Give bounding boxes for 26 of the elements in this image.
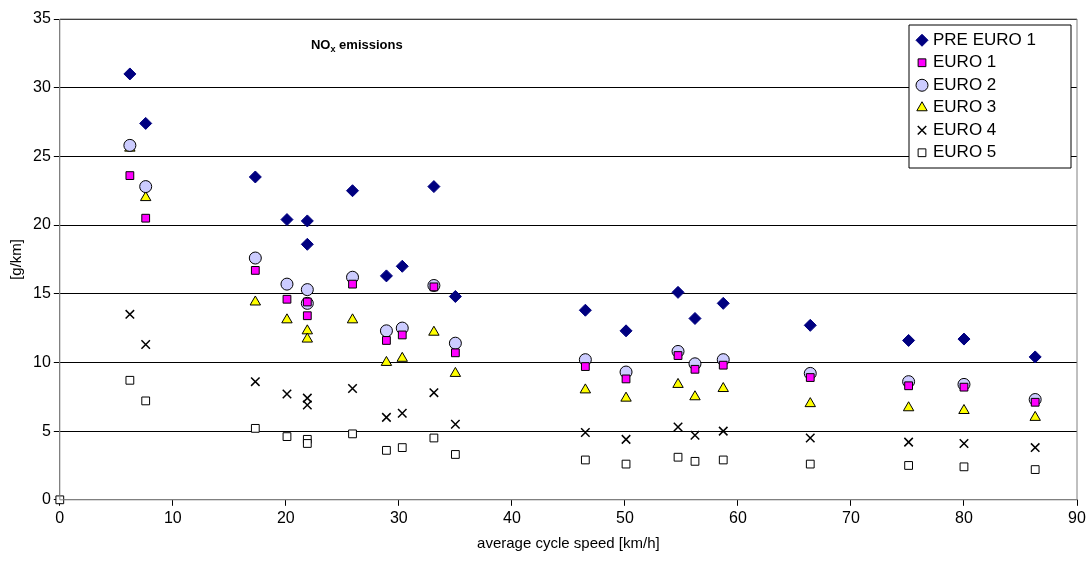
legend-label: PRE EURO 1 [933, 29, 1036, 49]
legend-label: EURO 2 [933, 74, 997, 94]
x-axis-title: average cycle speed [km/h] [477, 534, 660, 552]
legend-label: EURO 4 [933, 119, 997, 139]
legend-label: EURO 3 [933, 97, 997, 117]
x-tick-label: 40 [502, 508, 521, 526]
y-tick-label: 0 [41, 490, 51, 508]
y-tick-label: 15 [33, 284, 51, 302]
y-tick-label: 30 [33, 78, 51, 96]
x-tick-label: 20 [276, 508, 295, 526]
x-tick-label: 90 [1068, 508, 1086, 526]
x-tick-label: 80 [955, 508, 973, 526]
x-tick-label: 30 [389, 508, 408, 526]
y-tick-label: 25 [33, 146, 51, 164]
y-tick-label: 35 [33, 9, 51, 27]
y-tick-label: 5 [41, 421, 51, 439]
y-tick-label: 20 [33, 215, 51, 233]
x-tick-label: 70 [842, 508, 860, 526]
x-tick-label: 60 [729, 508, 747, 526]
x-tick-label: 50 [616, 508, 634, 526]
x-tick-label: 10 [163, 508, 182, 526]
y-tick-label: 10 [33, 352, 51, 370]
legend-label: EURO 1 [933, 52, 997, 72]
legend-label: EURO 5 [933, 142, 997, 162]
x-tick-label: 0 [55, 508, 65, 526]
y-axis-title: [g/km] [7, 238, 25, 280]
